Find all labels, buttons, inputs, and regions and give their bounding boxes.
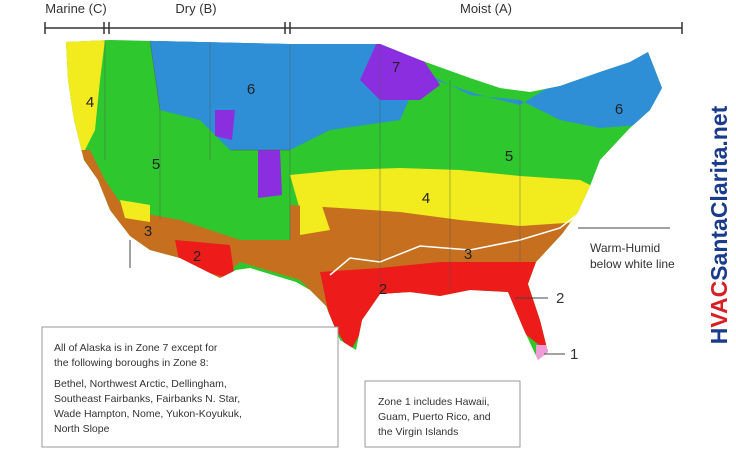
state-borders [104, 40, 521, 290]
note-text: Zone 1 includes Hawaii, Guam, Puerto Ric… [378, 396, 494, 438]
text-line: All of Alaska is in Zone 7 except for [54, 342, 218, 354]
text-line: the Virgin Islands [378, 426, 458, 438]
text-line: VAC [706, 281, 732, 328]
callouts: Warm-Humid below white line 2 1 [129, 227, 675, 363]
zone-label: 4 [422, 190, 430, 207]
alaska-note: All of Alaska is in Zone 7 except for th… [41, 326, 339, 448]
text-line: Wade Hampton, Nome, Yukon-Koyukuk, [54, 408, 242, 420]
note-text: All of Alaska is in Zone 7 except for th… [54, 342, 245, 435]
note-box [41, 326, 339, 448]
text-line: below white line [590, 257, 675, 271]
zone-labels: 4 6 5 3 2 7 6 5 4 3 2 [86, 59, 623, 298]
warm-humid-line [329, 213, 579, 276]
callout-text: 2 [556, 290, 564, 307]
text-line: Southeast Fairbanks, Fairbanks N. Star, [54, 393, 240, 405]
zone-label: 6 [247, 81, 255, 98]
zone-label: 5 [505, 148, 513, 165]
zone-label: 4 [86, 94, 94, 111]
zone-4-west [300, 200, 330, 235]
header-ticks [44, 22, 683, 34]
callout-text: 1 [570, 346, 578, 363]
region-label: Dry (B) [175, 1, 216, 16]
zone-7 [215, 110, 282, 198]
header: Marine (C) Dry (B) Moist (A) [44, 1, 683, 34]
zone-label: 3 [464, 246, 472, 263]
region-label: Marine (C) [45, 1, 106, 16]
zone-label: 3 [144, 223, 152, 240]
zone-label: 5 [152, 156, 160, 173]
zone-1 [536, 345, 550, 360]
zone-2 [320, 262, 548, 352]
text-line: North Slope [54, 423, 110, 435]
zone1-note: Zone 1 includes Hawaii, Guam, Puerto Ric… [364, 380, 521, 448]
region-label: Moist (A) [460, 1, 512, 16]
text-line: the following boroughs in Zone 8: [54, 357, 209, 369]
zone-label: 7 [392, 59, 400, 76]
text-line: Bethel, Northwest Arctic, Dellingham, [54, 378, 227, 390]
text-line: Zone 1 includes Hawaii, [378, 396, 489, 408]
zone-label: 2 [193, 248, 201, 265]
text-line: H [706, 328, 732, 345]
zone-4-west [120, 200, 150, 222]
text-line: Guam, Puerto Rico, and [378, 411, 491, 423]
text-line: SantaClarita.net [706, 105, 732, 280]
note-box [364, 380, 521, 448]
zone-label: 6 [615, 101, 623, 118]
watermark: HVACSantaClarita.net [706, 105, 732, 344]
callout-text: Warm-Humid below white line [590, 241, 675, 271]
zone-2-west [175, 240, 235, 280]
zone-label: 2 [379, 281, 387, 298]
text-line: Warm-Humid [590, 241, 660, 255]
